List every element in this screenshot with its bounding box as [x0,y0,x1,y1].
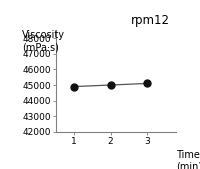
Text: Time
(min): Time (min) [176,150,200,169]
Text: rpm12: rpm12 [130,14,169,27]
Text: Viscosity
(mPa·s): Viscosity (mPa·s) [22,30,65,52]
